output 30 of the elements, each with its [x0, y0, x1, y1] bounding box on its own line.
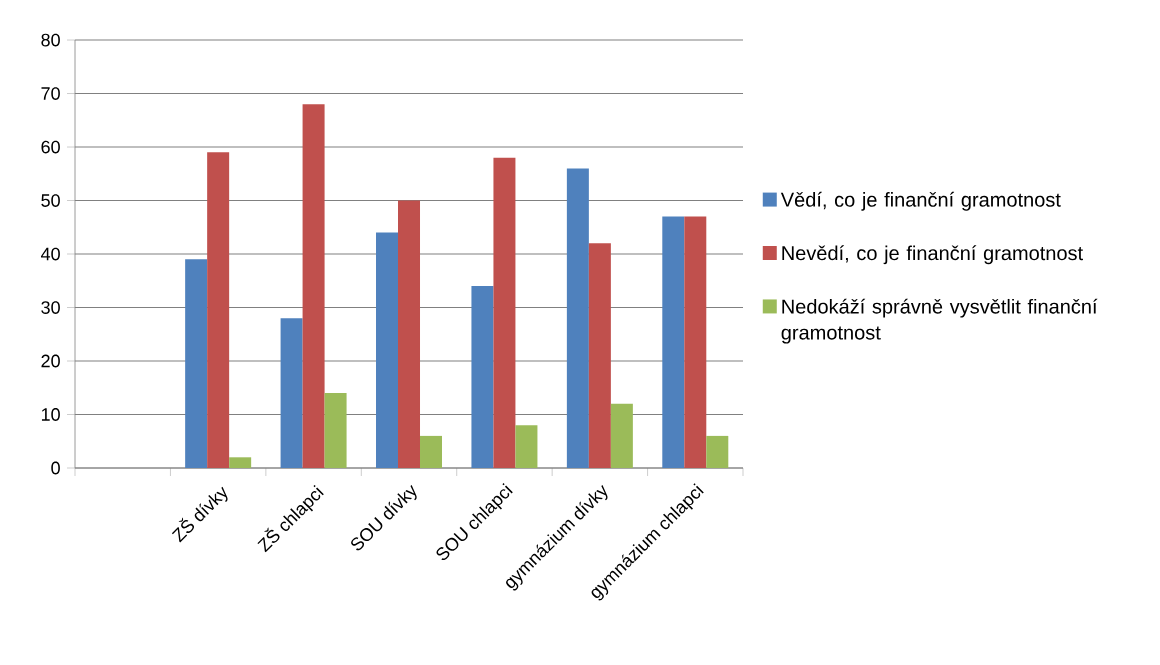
y-tick-label: 30 [41, 301, 60, 314]
y-tick-label: 20 [41, 354, 60, 368]
y-tick-label: 50 [41, 194, 60, 207]
bar [684, 216, 707, 468]
bar [610, 403, 633, 468]
y-tick-label: 40 [41, 247, 60, 261]
bar [420, 435, 443, 468]
bar [376, 232, 399, 468]
bar [515, 425, 538, 468]
bar [471, 286, 494, 468]
y-tick-label: 10 [41, 408, 60, 421]
bar [493, 157, 516, 468]
bar [207, 152, 230, 468]
bar [566, 168, 589, 468]
bar [302, 104, 325, 468]
y-tick-label: 0 [51, 461, 60, 475]
y-tick-label: 80 [41, 33, 60, 47]
bar [280, 318, 303, 468]
legend-label: Nedokáží správně vysvětlit finanční gramotnost [781, 298, 1098, 344]
y-tick-label: 60 [41, 140, 60, 154]
bar [324, 393, 347, 468]
bar [398, 200, 421, 468]
legend-label: Vědí, co je finanční gramotnost [780, 191, 1061, 211]
y-tick-label: 70 [41, 87, 60, 100]
bar [706, 435, 729, 468]
bar [185, 259, 208, 468]
legend-label: Nevědí, co je finanční gramotnost [782, 245, 1083, 265]
bar [229, 457, 252, 468]
bar [588, 243, 611, 468]
bar [662, 216, 685, 468]
